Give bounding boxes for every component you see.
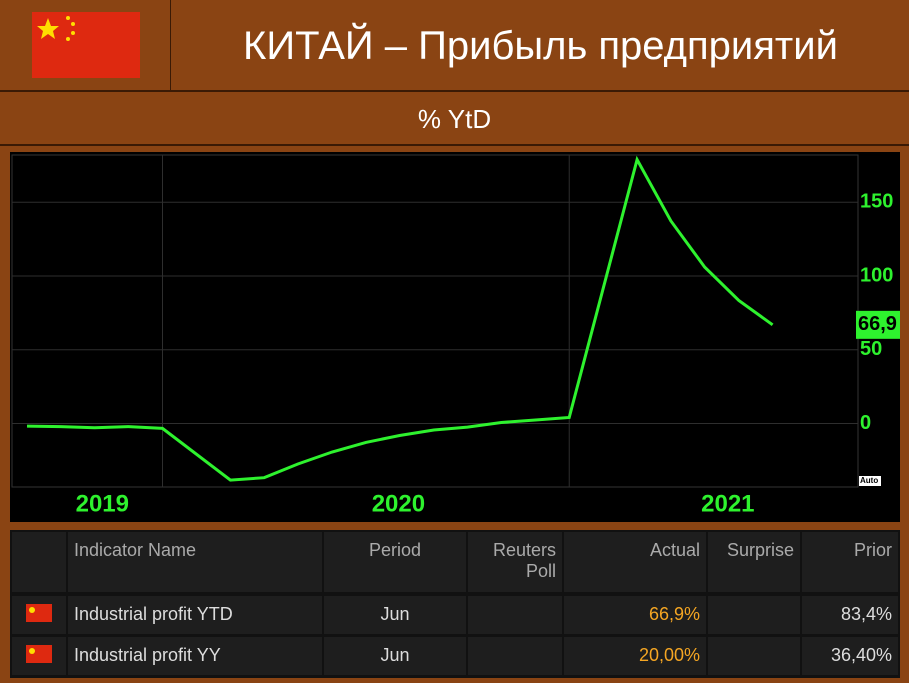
table-cell: 36,40% (802, 637, 898, 675)
row-flag (26, 645, 52, 663)
current-value-label: 66,9 (858, 313, 897, 335)
column-header: Period (324, 532, 466, 592)
flag-cell (12, 596, 66, 634)
subtitle: % YtD (0, 92, 909, 146)
table-cell: Jun (324, 596, 466, 634)
table-cell: Industrial profit YY (68, 637, 322, 675)
column-header: Indicator Name (68, 532, 322, 592)
x-tick-label: 2021 (701, 490, 754, 517)
row-flag (26, 604, 52, 622)
column-header: Prior (802, 532, 898, 592)
title: КИТАЙ – Прибыль предприятий (243, 24, 838, 68)
header-cell (12, 532, 66, 592)
header: КИТАЙ – Прибыль предприятий (0, 0, 909, 92)
flag (32, 12, 140, 78)
table-cell: Industrial profit YTD (68, 596, 322, 634)
table-cell: 83,4% (802, 596, 898, 634)
x-tick-label: 2020 (372, 490, 425, 517)
chart: 0 50 100 150 2019 2020 2021 66,9 Auto (10, 152, 900, 522)
flag-cell (12, 637, 66, 675)
column-header: Surprise (708, 532, 800, 592)
table-cell: 20,00% (564, 637, 706, 675)
table-cell (708, 637, 800, 675)
plot-border (11, 154, 859, 488)
line (26, 155, 774, 482)
column-header: Actual (564, 532, 706, 592)
table-cell (708, 596, 800, 634)
y-tick-label: 100 (860, 264, 893, 286)
auto-label: Auto (860, 476, 878, 485)
x-tick-label: 2019 (76, 490, 129, 517)
auto-box (859, 476, 881, 486)
y-tick-label: 150 (860, 190, 893, 212)
current-value-tag (856, 310, 900, 339)
table-cell (468, 637, 562, 675)
table: Indicator Name Period Reuters Poll Actual Su… (10, 530, 900, 678)
table-cell: 66,9% (564, 596, 706, 634)
y-tick-label: 0 (860, 412, 871, 434)
column-header: Reuters Poll (468, 532, 562, 592)
table-cell: Jun (324, 637, 466, 675)
table-cell (468, 596, 562, 634)
flag-box (0, 0, 171, 90)
y-tick-label: 50 (860, 338, 882, 360)
